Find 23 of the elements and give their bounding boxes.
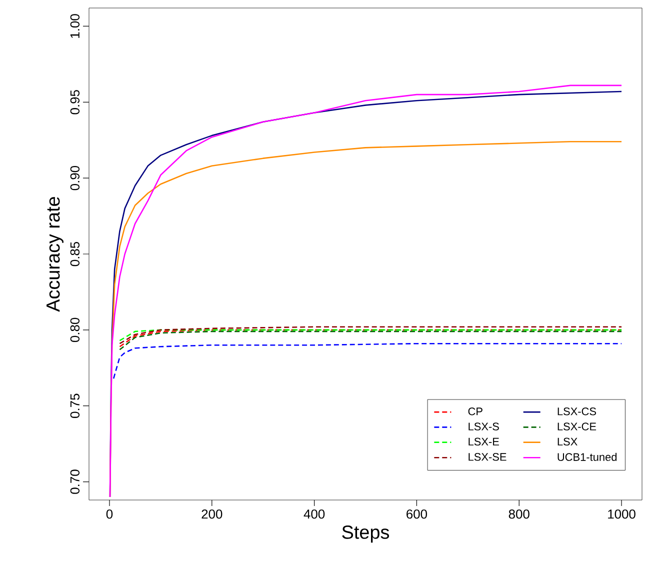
x-tick-label: 0 bbox=[106, 509, 113, 519]
legend-label: LSX bbox=[558, 438, 578, 446]
x-tick-label: 400 bbox=[304, 509, 325, 519]
legend-label: CP bbox=[468, 408, 482, 416]
legend-label: LSX-SE bbox=[468, 453, 506, 461]
x-tick-label: 200 bbox=[202, 509, 222, 519]
x-tick-label: 800 bbox=[508, 509, 530, 519]
y-tick-label: 0.80 bbox=[70, 318, 80, 342]
y-tick-label: 0.85 bbox=[70, 242, 80, 266]
legend-label: UCB1-tuned bbox=[558, 452, 617, 461]
y-tick-label: 0.95 bbox=[70, 90, 80, 114]
legend-label: LSX-CS bbox=[558, 408, 596, 416]
y-tick-label: 0.75 bbox=[70, 394, 80, 418]
legend-label: LSX-E bbox=[468, 438, 499, 446]
x-axis-title: Steps bbox=[342, 526, 390, 543]
y-tick-label: 0.70 bbox=[70, 470, 80, 494]
legend-label: LSX-S bbox=[468, 422, 499, 430]
y-axis-title: Accuracy rate bbox=[46, 197, 64, 312]
legend-label: LSX-CE bbox=[558, 422, 596, 430]
x-tick-label: 1000 bbox=[608, 509, 636, 519]
y-tick-label: 1.00 bbox=[70, 14, 80, 38]
y-tick-label: 0.90 bbox=[70, 166, 80, 190]
x-tick-label: 600 bbox=[406, 509, 428, 519]
